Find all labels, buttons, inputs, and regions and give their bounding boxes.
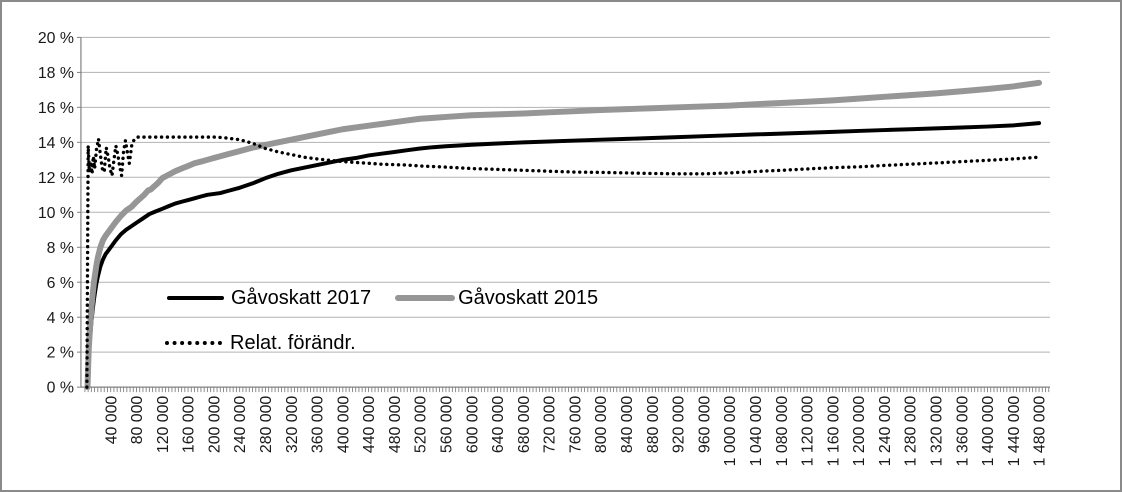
series-line-g-voskatt-2017 [85,121,1042,390]
x-axis-label: 960 000 [696,396,713,454]
x-axis-label: 480 000 [387,396,404,454]
x-axis-label: 1 280 000 [903,396,920,467]
y-axis-label: 16 % [38,100,74,117]
x-axis-label: 1 360 000 [954,396,971,467]
x-axis-label: 120 000 [155,396,172,454]
y-axis-label: 10 % [38,205,74,222]
x-axis-label: 1 400 000 [980,396,997,467]
x-axis-label: 1 480 000 [1032,396,1049,467]
x-axis-label: 40 000 [103,396,120,445]
gridlines [80,36,1050,353]
x-axis-label: 1 440 000 [1006,396,1023,467]
y-axis-label: 4 % [47,310,74,327]
x-axis-label: 1 240 000 [877,396,894,467]
x-axis-label: 440 000 [361,396,378,454]
x-axis-label: 400 000 [335,396,352,454]
x-ticks [84,387,1050,393]
y-axis-label: 20 % [38,30,74,47]
y-axis-label: 8 % [47,240,74,257]
x-axis-label: 240 000 [232,396,249,454]
x-axis-label: 1 320 000 [928,396,945,467]
x-axis-labels: 40 000 80 000 120 000 160 000 200 000 240 000… [103,396,1048,467]
y-axis-label: 2 % [47,345,74,362]
x-axis-label: 200 000 [206,396,223,454]
y-axis-labels: 0 % 2 % 4 % 6 % 8 % 10 % 12 % 14 % 16 % 18 % 20 % [38,30,74,397]
x-axis-label: 840 000 [619,396,636,454]
series-line-g-voskatt-2015 [84,79,1043,391]
x-axis-label: 600 000 [464,396,481,454]
x-axis-label: 160 000 [181,396,198,454]
y-axis-label: 18 % [38,65,74,82]
series-line-relat-f-r-ndr- [85,135,1041,389]
x-axis-label: 1 160 000 [825,396,842,467]
x-axis-label: 520 000 [413,396,430,454]
x-axis-label: 880 000 [645,396,662,454]
x-axis-label: 720 000 [542,396,559,454]
x-axis-label: 800 000 [593,396,610,454]
x-axis-label: 1 000 000 [722,396,739,467]
x-axis-label: 1 040 000 [748,396,765,467]
x-axis-label: 760 000 [567,396,584,454]
y-axis-label: 12 % [38,170,74,187]
y-axis-label: 0 % [47,380,74,397]
series-lines [84,79,1043,391]
x-axis-label: 280 000 [258,396,275,454]
y-axis-label: 6 % [47,275,74,292]
x-axis-label: 80 000 [129,396,146,445]
x-axis-label: 920 000 [671,396,688,454]
x-axis-label: 560 000 [438,396,455,454]
y-axis-label: 14 % [38,135,74,152]
x-axis-label: 1 080 000 [774,396,791,467]
x-axis-label: 680 000 [516,396,533,454]
x-axis-label: 640 000 [490,396,507,454]
x-axis-label: 1 200 000 [851,396,868,467]
x-axis-label: 360 000 [310,396,327,454]
x-axis-label: 320 000 [284,396,301,454]
x-axis-label: 1 120 000 [800,396,817,467]
